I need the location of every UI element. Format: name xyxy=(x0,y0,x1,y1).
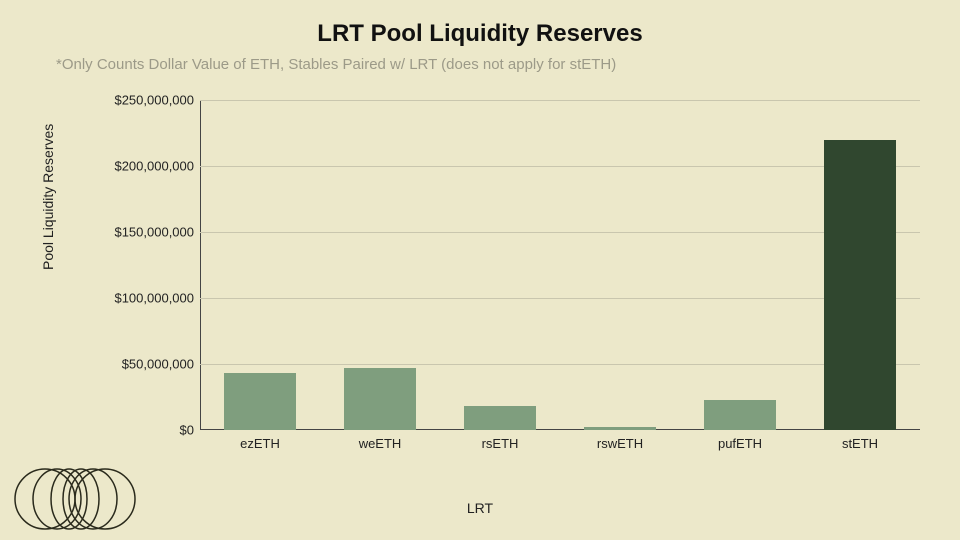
x-tick-label: weETH xyxy=(359,436,402,451)
x-tick-label: stETH xyxy=(842,436,878,451)
y-axis-line xyxy=(200,100,201,430)
chart-title: LRT Pool Liquidity Reserves xyxy=(0,20,960,48)
bar-rswETH xyxy=(584,427,656,430)
gridline xyxy=(200,166,920,167)
y-tick-label: $50,000,000 xyxy=(122,357,194,372)
y-tick-label: $200,000,000 xyxy=(114,159,194,174)
x-tick-label: rsETH xyxy=(482,436,519,451)
chart-subtitle: *Only Counts Dollar Value of ETH, Stable… xyxy=(56,56,616,73)
x-tick-label: ezETH xyxy=(240,436,280,451)
y-tick-label: $150,000,000 xyxy=(114,225,194,240)
x-tick-label: rswETH xyxy=(597,436,643,451)
y-axis-label: Pool Liquidity Reserves xyxy=(40,124,56,270)
bar-ezETH xyxy=(224,373,296,430)
bar-weETH xyxy=(344,368,416,430)
bar-stETH xyxy=(824,140,896,430)
x-axis-line xyxy=(200,429,920,430)
x-tick-label: pufETH xyxy=(718,436,762,451)
y-tick-label: $250,000,000 xyxy=(114,93,194,108)
bar-rsETH xyxy=(464,406,536,430)
gridline xyxy=(200,364,920,365)
gridline xyxy=(200,232,920,233)
logo-icon xyxy=(10,464,140,534)
gridline xyxy=(200,298,920,299)
gridline xyxy=(200,100,920,101)
bar-pufETH xyxy=(704,400,776,430)
y-tick-label: $0 xyxy=(180,423,194,438)
y-tick-label: $100,000,000 xyxy=(114,291,194,306)
plot-area: $0$50,000,000$100,000,000$150,000,000$20… xyxy=(200,100,920,430)
x-axis-label: LRT xyxy=(0,500,960,516)
